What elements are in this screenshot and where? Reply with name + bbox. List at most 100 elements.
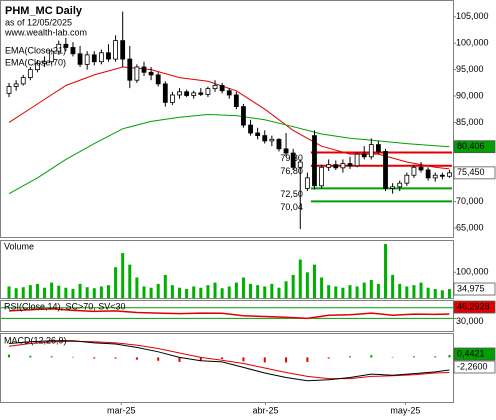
volume-bar [28,285,32,298]
candle-body [297,161,303,168]
candle-body [354,153,360,167]
macd-panel [0,333,454,403]
candle-body [432,174,438,179]
volume-bar [362,282,366,298]
x-tick-label: may-25 [390,405,420,415]
candle-body [98,52,104,63]
x-tick-label: mar-25 [107,405,136,415]
y-tick-label: 70,000 [456,196,484,206]
panel-title: MACD(12,26,9) [4,335,67,345]
volume-bar [121,253,125,298]
candle-body [63,43,69,48]
legend-entry: EMA(Close,21) [5,45,66,55]
volume-bar [14,288,18,298]
volume-panel [0,240,454,299]
candle-body [191,92,197,96]
price-panel [0,0,454,238]
candle-body [283,148,289,154]
volume-bar [192,286,196,298]
candle-body [347,163,353,167]
volume-bar [128,264,132,298]
volume-bar [305,272,309,298]
candle-body [106,52,111,60]
candle-body [418,166,424,171]
candle-body [20,77,26,85]
candle-body [219,85,225,92]
macd-hist [391,356,394,358]
candle-body [77,53,83,65]
volume-bar [291,274,295,298]
candle-body [113,40,118,60]
candle-body [233,94,239,107]
candle-body [241,106,246,126]
value-box-label: 75,450 [457,167,485,177]
candle-body [255,132,261,137]
macd-hist [29,355,32,358]
macd-hist [114,357,117,359]
volume-bar [114,267,118,298]
panel-title: Volume [4,241,34,251]
volume-bar [355,286,359,298]
volume-bar [284,281,288,298]
volume-bar [412,285,416,298]
volume-bar [405,286,409,298]
volume-bar [35,283,39,298]
volume-bar [71,289,75,298]
source: www.wealth-lab.com [4,27,87,37]
candle-body [134,66,140,81]
volume-bar [213,282,217,298]
level-label: 76,80 [280,166,303,176]
y-tick-label: 95,000 [456,64,484,74]
volume-bar [256,285,260,298]
volume-bar [234,282,238,298]
candle-body [397,182,403,188]
volume-bar [277,287,281,298]
macd-hist [306,357,309,362]
candle-body [205,88,211,95]
candle-body [120,40,126,60]
volume-bar [7,286,11,298]
candle-body [198,92,204,95]
volume-bar [199,287,203,298]
macd-hist [327,357,330,359]
volume-bar [369,280,373,298]
candle-body [383,151,388,189]
volume-bar [64,287,68,298]
macd-hist [157,357,160,361]
candle-body [262,135,268,142]
volume-bar [178,287,182,298]
y-tick-label: 100,000 [456,38,489,48]
candle-body [304,177,310,189]
candle-body [361,153,367,158]
candle-body [376,144,381,152]
macd-hist [285,357,288,363]
legend-entry: EMA(Close,70) [5,57,66,67]
volume-bar [348,285,352,298]
chart-title: PHM_MC Daily [5,5,83,17]
macd-hist [434,356,437,358]
macd-hist [448,354,451,358]
y-tick-label: 105,000 [456,11,489,21]
candle-body [162,83,168,103]
macd-hist [50,356,53,358]
candle-body [212,85,218,90]
volume-bar [57,285,61,298]
rsi-line [8,308,450,320]
candle-body [368,144,374,158]
macd-hist [135,357,138,360]
candle-body [447,172,452,177]
y-tick-label: 30,000 [456,316,484,326]
volume-bar [50,282,54,298]
volume-bar [99,286,103,298]
macd-hist [71,356,74,358]
volume-bar [241,277,245,298]
macd-line [8,340,450,382]
y-tick-label: 85,000 [456,117,484,127]
candle-body [49,50,55,63]
macd-hist [8,354,11,358]
volume-bar [206,285,210,298]
candle-body [127,58,133,81]
panel-title: RSI(Close,14), SC>70, SV<30 [4,301,126,311]
macd-hist [199,357,202,361]
volume-bar [376,283,380,298]
